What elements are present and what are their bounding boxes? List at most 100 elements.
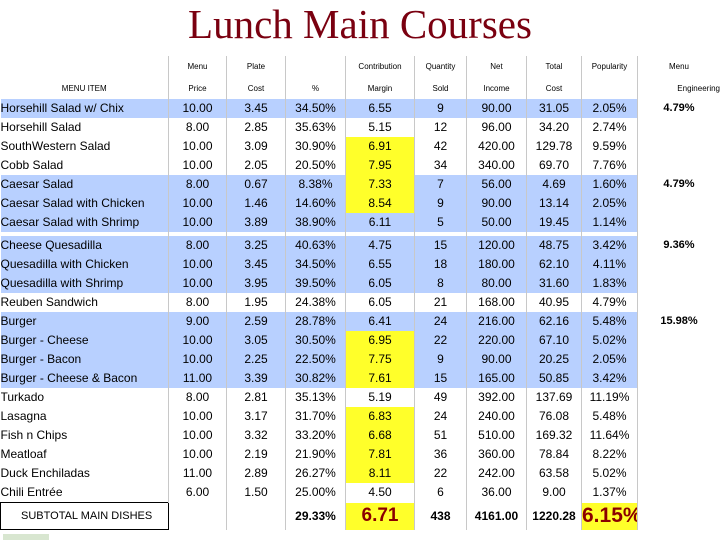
menu-engineering-cell: 4.79% <box>637 99 720 118</box>
table-row: Burger - Cheese & Bacon 11.00 3.39 30.82% 7.… <box>0 369 720 388</box>
net-income-cell: 90.00 <box>466 350 527 369</box>
popularity-cell: 8.22% <box>581 445 638 464</box>
popularity-cell: 5.48% <box>581 312 638 331</box>
cost-percent-cell: 14.60% <box>285 194 346 213</box>
cost-percent-cell: 34.50% <box>285 255 346 274</box>
menu-item-name-cell: Cheese Quesadilla <box>0 236 169 255</box>
menu-price-cell: 10.00 <box>168 156 227 175</box>
header-cell: Popularity <box>581 56 638 78</box>
contribution-margin-cell: 6.41 <box>345 312 415 331</box>
cost-percent-cell: 39.50% <box>285 274 346 293</box>
contribution-margin-cell: 8.54 <box>345 194 415 213</box>
table-row: SouthWestern Salad 10.00 3.09 30.90% 6.91 42 4… <box>0 137 720 156</box>
plate-cost-cell: 3.32 <box>226 426 286 445</box>
popularity-cell: 1.37% <box>581 483 638 503</box>
cost-percent-cell: 34.50% <box>285 99 346 118</box>
header-cell: Sold <box>414 78 467 99</box>
menu-price-cell: 10.00 <box>168 213 227 232</box>
cost-percent-cell: 35.13% <box>285 388 346 407</box>
cost-percent-cell: 20.50% <box>285 156 346 175</box>
quantity-sold-cell: 6 <box>414 483 467 503</box>
total-cost-cell: 4.69 <box>526 175 582 194</box>
subtotal-income: 4161.00 <box>466 502 527 530</box>
menu-engineering-cell: 15.98% <box>637 312 720 331</box>
total-cost-cell: 19.45 <box>526 213 582 232</box>
page-title: Lunch Main Courses <box>188 1 532 47</box>
header-cell: Plate <box>226 56 286 78</box>
contribution-margin-cell: 4.75 <box>345 236 415 255</box>
menu-item-name-cell: Quesadilla with Shrimp <box>0 274 169 293</box>
plate-cost-cell: 2.25 <box>226 350 286 369</box>
total-cost-cell: 63.58 <box>526 464 582 483</box>
cost-percent-cell: 30.90% <box>285 137 346 156</box>
menu-engineering-cell <box>637 156 720 175</box>
menu-price-cell: 8.00 <box>168 236 227 255</box>
contribution-margin-cell: 8.11 <box>345 464 415 483</box>
quantity-sold-cell: 12 <box>414 118 467 137</box>
menu-item-name-cell: Duck Enchiladas <box>0 464 169 483</box>
popularity-cell: 5.02% <box>581 464 638 483</box>
menu-item-name-cell: SouthWestern Salad <box>0 137 169 156</box>
quantity-sold-cell: 7 <box>414 175 467 194</box>
menu-price-cell: 8.00 <box>168 388 227 407</box>
header-cell: Net <box>466 56 527 78</box>
subtotal-cost-percent: 29.33% <box>285 502 346 530</box>
popularity-cell: 2.05% <box>581 99 638 118</box>
header-cell: % <box>285 78 346 99</box>
menu-engineering-cell <box>637 194 720 213</box>
contribution-margin-cell: 6.91 <box>345 137 415 156</box>
quantity-sold-cell: 15 <box>414 369 467 388</box>
plate-cost-cell: 3.95 <box>226 274 286 293</box>
table-row: Horsehill Salad w/ Chix 10.00 3.45 34.50% 6.… <box>0 99 720 118</box>
header-cell <box>0 56 169 78</box>
popularity-cell: 11.19% <box>581 388 638 407</box>
total-cost-cell: 76.08 <box>526 407 582 426</box>
table-row: Reuben Sandwich 8.00 1.95 24.38% 6.05 21 168.0… <box>0 293 720 312</box>
header-cell: Contribution <box>345 56 415 78</box>
menu-item-name-cell: Burger <box>0 312 169 331</box>
spacer-cell <box>526 232 582 236</box>
plate-cost-cell: 3.45 <box>226 255 286 274</box>
table-row: Quesadilla with Chicken 10.00 3.45 34.50% 6.… <box>0 255 720 274</box>
contribution-margin-cell: 7.33 <box>345 175 415 194</box>
spacer-cell <box>466 232 527 236</box>
subtotal-popularity: 6.15% <box>581 502 638 530</box>
cost-percent-cell: 25.00% <box>285 483 346 503</box>
cost-percent-cell: 33.20% <box>285 426 346 445</box>
menu-item-name-cell: Fish n Chips <box>0 426 169 445</box>
header-cell: Income <box>466 78 527 99</box>
popularity-cell: 2.05% <box>581 350 638 369</box>
menu-item-name-cell: Horsehill Salad w/ Chix <box>0 99 169 118</box>
quantity-sold-cell: 21 <box>414 293 467 312</box>
net-income-cell: 96.00 <box>466 118 527 137</box>
net-income-cell: 242.00 <box>466 464 527 483</box>
header-cell <box>285 56 346 78</box>
total-cost-cell: 31.05 <box>526 99 582 118</box>
menu-price-cell: 10.00 <box>168 255 227 274</box>
quantity-sold-cell: 15 <box>414 236 467 255</box>
header-cell: Menu <box>168 56 227 78</box>
quantity-sold-cell: 49 <box>414 388 467 407</box>
menu-item-name-cell: Burger - Cheese & Bacon <box>0 369 169 388</box>
popularity-cell: 1.14% <box>581 213 638 232</box>
plate-cost-cell: 3.09 <box>226 137 286 156</box>
total-cost-cell: 69.70 <box>526 156 582 175</box>
quantity-sold-cell: 9 <box>414 99 467 118</box>
menu-price-cell: 11.00 <box>168 464 227 483</box>
header-cell: Total <box>526 56 582 78</box>
menu-price-cell: 11.00 <box>168 369 227 388</box>
menu-item-name-cell: Burger - Bacon <box>0 350 169 369</box>
total-cost-cell: 62.10 <box>526 255 582 274</box>
quantity-sold-cell: 8 <box>414 274 467 293</box>
contribution-margin-cell: 6.55 <box>345 255 415 274</box>
popularity-cell: 1.60% <box>581 175 638 194</box>
table-row: Turkado 8.00 2.81 35.13% 5.19 49 392.00 137.69 1… <box>0 388 720 407</box>
quantity-sold-cell: 22 <box>414 464 467 483</box>
menu-engineering-cell <box>637 118 720 137</box>
total-cost-cell: 31.60 <box>526 274 582 293</box>
quantity-sold-cell: 42 <box>414 137 467 156</box>
quantity-sold-cell: 51 <box>414 426 467 445</box>
subtotal-engineering <box>637 502 720 530</box>
popularity-cell: 5.48% <box>581 407 638 426</box>
contribution-margin-cell: 7.75 <box>345 350 415 369</box>
